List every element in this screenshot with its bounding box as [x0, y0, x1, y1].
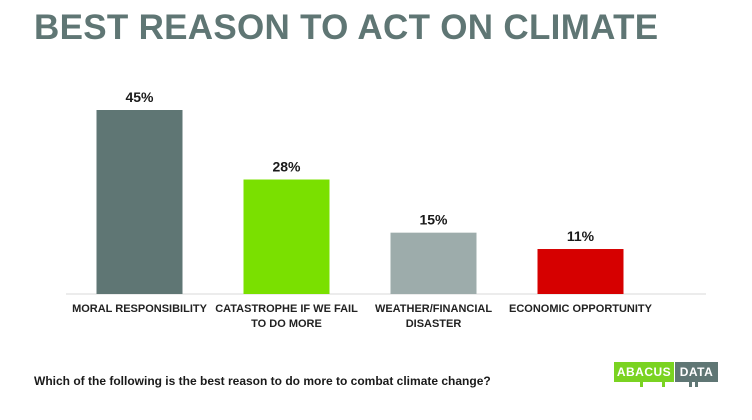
survey-question: Which of the following is the best reaso…	[34, 374, 491, 388]
logo-right-block: DATA	[675, 362, 718, 382]
bar-value-label-4: 11%	[567, 228, 595, 244]
logo-tick-4	[695, 382, 698, 387]
bar-value-label-3: 15%	[419, 212, 448, 228]
chart-title: BEST REASON TO ACT ON CLIMATE	[34, 8, 659, 47]
logo-tick-3	[689, 382, 692, 387]
category-label-3-line-1: WEATHER/FINANCIAL	[375, 303, 492, 315]
category-label-1: MORAL RESPONSIBILITY	[72, 303, 208, 315]
category-label-4: ECONOMIC OPPORTUNITY	[509, 303, 653, 315]
bar-4	[537, 249, 624, 294]
abacus-data-logo: ABACUS DATA	[614, 362, 718, 388]
logo-left-block: ABACUS	[614, 362, 674, 382]
bar-value-label-1: 45%	[125, 89, 154, 105]
logo-tick-1	[640, 382, 643, 387]
bar-1	[96, 110, 183, 294]
bar-2	[243, 179, 330, 294]
logo-tick-2	[662, 382, 665, 387]
category-label-3-line-2: DISASTER	[406, 318, 462, 330]
category-label-2-line-1: CATASTROPHE IF WE FAIL	[215, 303, 358, 315]
category-label-2-line-2: TO DO MORE	[251, 318, 322, 330]
bar-value-label-2: 28%	[272, 159, 301, 175]
bar-3	[390, 232, 477, 294]
